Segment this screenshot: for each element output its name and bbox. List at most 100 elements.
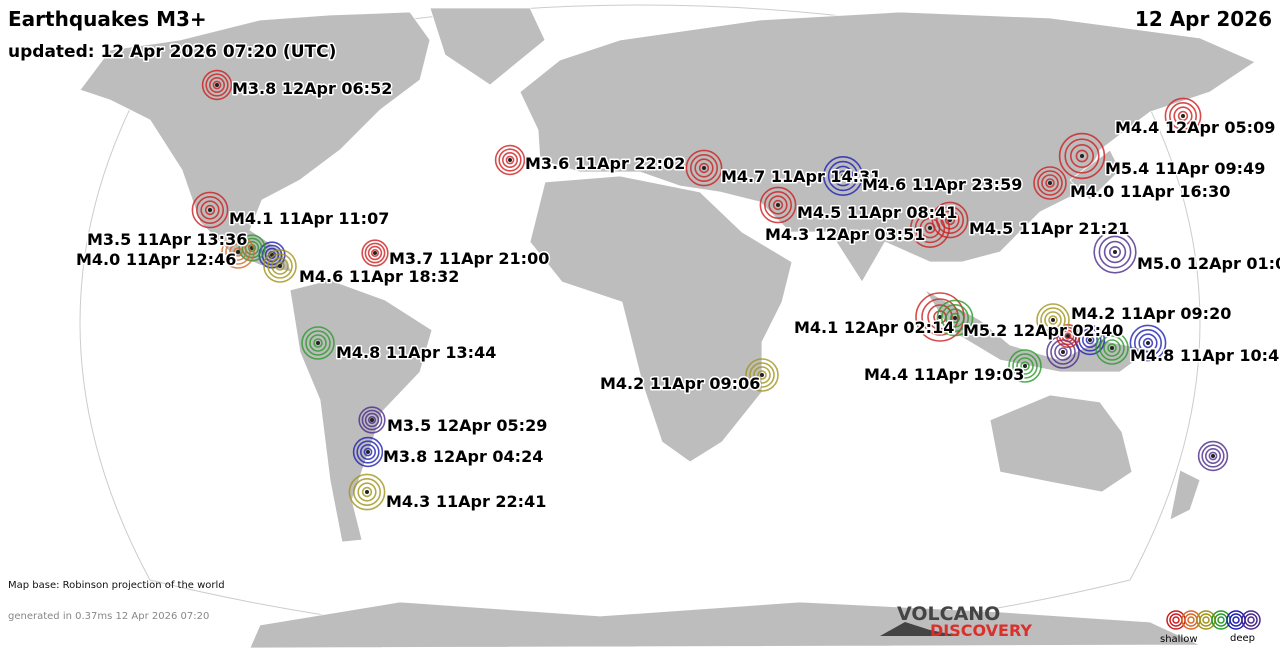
quake-label: M3.7 11Apr 21:00 [389, 249, 549, 268]
legend-ring [1232, 616, 1240, 624]
quake-ring [367, 415, 376, 424]
quake-ring [301, 326, 335, 360]
quake-label: M4.0 11Apr 12:46 [76, 250, 236, 269]
legend [1166, 610, 1261, 630]
quake-ring [759, 186, 797, 224]
quake-marker [759, 186, 797, 224]
quake-label: M4.8 11Apr 10:46 [1130, 346, 1280, 365]
quake-center [373, 251, 377, 255]
quake-label: M4.3 11Apr 22:41 [386, 492, 546, 511]
quake-marker [191, 191, 229, 229]
quake-ring [694, 158, 714, 178]
quake-label: M4.1 12Apr 02:14 [794, 318, 954, 337]
quake-marker [931, 201, 969, 239]
quake-ring [772, 199, 784, 211]
quake-ring [364, 242, 386, 264]
quake-center [1211, 454, 1215, 458]
quake-center [208, 208, 212, 212]
quake-ring [1045, 178, 1055, 188]
quake-ring [498, 148, 522, 172]
quake-ring [1064, 138, 1100, 174]
quake-marker [822, 156, 863, 197]
quake-label: M3.8 12Apr 06:52 [232, 79, 392, 98]
logo-line2: DISCOVERY [930, 621, 1032, 640]
quake-center [948, 218, 952, 222]
quake-ring [753, 366, 771, 384]
quake-ring [348, 473, 386, 511]
quake-marker [685, 149, 723, 187]
quake-ring [229, 243, 247, 261]
quake-ring [949, 312, 961, 324]
quake-ring [1129, 324, 1167, 362]
quake-ring [940, 210, 960, 230]
quake-ring [1142, 337, 1154, 349]
quake-ring [1064, 332, 1072, 340]
quake-ring [1040, 307, 1066, 333]
legend-ring [1247, 616, 1255, 624]
quake-ring [745, 358, 779, 392]
generated-note: generated in 0.37ms 12 Apr 2026 07:20 [8, 611, 209, 622]
quake-marker [1036, 303, 1070, 337]
quake-ring [1197, 440, 1229, 472]
quake-label: M3.5 12Apr 05:29 [387, 416, 547, 435]
quake-marker [361, 239, 389, 267]
quake-ring [352, 477, 381, 506]
quake-ring [936, 299, 974, 337]
quake-ring [940, 303, 969, 332]
quake-ring [225, 239, 251, 265]
logo-volcano-icon [880, 622, 960, 636]
quake-ring [364, 412, 380, 428]
quake-ring [945, 308, 965, 328]
legend-ring [1229, 613, 1243, 627]
legend-ring [1184, 613, 1198, 627]
quake-ring [1095, 331, 1129, 365]
quake-ring [1205, 447, 1222, 464]
quake-center [1051, 318, 1055, 322]
quake-center [1066, 334, 1070, 338]
legend-ring [1202, 616, 1210, 624]
quake-ring [1041, 174, 1059, 192]
quake-ring [1054, 343, 1072, 361]
quake-ring [1008, 349, 1042, 383]
quake-ring [267, 253, 293, 279]
quake-label: M5.4 11Apr 09:49 [1105, 159, 1265, 178]
quake-label: M4.2 11Apr 09:06 [600, 374, 760, 393]
quake-ring [927, 304, 953, 330]
quake-ring [271, 257, 289, 275]
landmasses [79, 7, 1256, 649]
quake-marker [1093, 230, 1137, 274]
quake-label: M4.0 11Apr 16:30 [1070, 182, 1230, 201]
quake-center [1023, 364, 1027, 368]
quake-ring [212, 80, 222, 90]
quake-ring [1075, 149, 1089, 163]
quake-marker [936, 299, 974, 337]
quake-center [366, 450, 370, 454]
quake-marker [1008, 349, 1042, 383]
quake-ring [309, 334, 327, 352]
quake-center [1088, 338, 1092, 342]
quake-ring [685, 149, 723, 187]
quake-center [508, 158, 512, 162]
quake-label: M4.4 12Apr 05:09 [1115, 118, 1275, 137]
quake-center [760, 373, 764, 377]
legend-ring [1244, 613, 1258, 627]
quake-ring [1085, 335, 1095, 345]
quake-ring [1098, 235, 1132, 269]
quake-ring [1016, 357, 1034, 375]
quake-center [365, 490, 369, 494]
quake-ring [1134, 328, 1163, 357]
quake-center [953, 316, 957, 320]
legend-ring [1169, 613, 1183, 627]
quake-ring [263, 249, 297, 283]
quake-ring [305, 330, 331, 356]
quake-ring [1037, 170, 1063, 196]
updated: updated: 12 Apr 2026 07:20 (UTC) [8, 42, 336, 62]
quake-center [316, 341, 320, 345]
quake-ring [1093, 230, 1137, 274]
quake-ring [921, 298, 959, 336]
quake-center [1048, 181, 1052, 185]
quake-label: M4.4 11Apr 19:03 [864, 365, 1024, 384]
quake-label: M4.8 11Apr 13:44 [336, 343, 496, 362]
quake-ring [827, 160, 859, 192]
